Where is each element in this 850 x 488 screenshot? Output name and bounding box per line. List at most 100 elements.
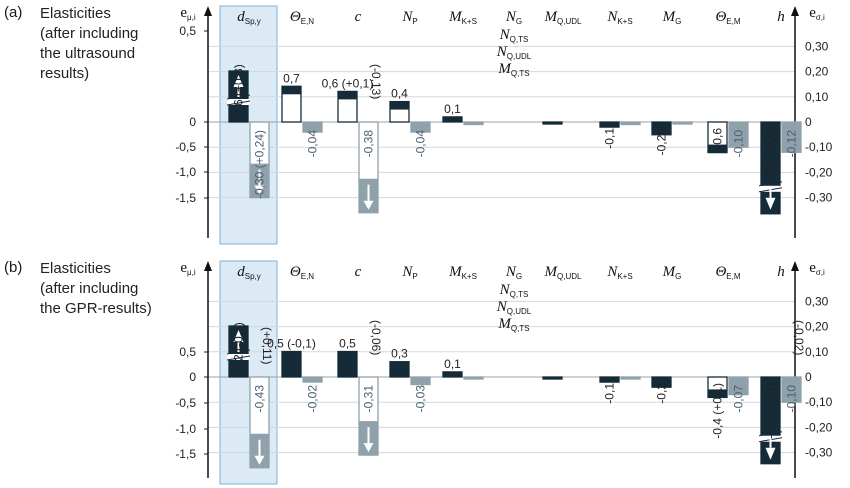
category-header: ΘE,N xyxy=(290,264,314,281)
category-header-stacked: NQ,UDL xyxy=(496,44,532,61)
bar-primary xyxy=(442,116,463,123)
value-label-secondary: -0,30 (+0,24) xyxy=(253,130,267,199)
annotation-label: (+0,11) xyxy=(260,327,274,364)
category-header: NG xyxy=(505,264,522,281)
value-label-primary: 2,6 (+0,3) xyxy=(232,64,246,116)
bar-primary xyxy=(281,350,302,378)
category-header-stacked: NQ,UDL xyxy=(496,299,532,316)
right-tick-label: 0,20 xyxy=(805,65,829,79)
axis-break-line xyxy=(758,181,783,187)
left-axis-arrow xyxy=(204,6,212,16)
panel-b-label: (b) xyxy=(4,259,23,276)
value-label-primary: 0,1 xyxy=(444,357,461,371)
bar-primary xyxy=(542,376,563,380)
right-tick-label: 0,30 xyxy=(805,294,829,308)
bar-primary-cap xyxy=(708,144,727,153)
axis-break-line xyxy=(758,431,783,437)
bar-secondary xyxy=(410,376,431,386)
bar-secondary xyxy=(620,121,641,126)
annotation-label: (-0,06) xyxy=(369,320,383,355)
left-tick-label: 0,5 xyxy=(179,24,196,38)
category-header: MQ,UDL xyxy=(544,264,583,281)
bar-primary xyxy=(651,376,672,388)
bar-primary xyxy=(599,121,620,128)
bar-primary-cap xyxy=(390,101,409,110)
left-tick-label: 0,5 xyxy=(179,345,196,359)
right-tick-label: -0,30 xyxy=(805,446,833,460)
overflow-arrow xyxy=(765,197,776,210)
value-label-primary: 0,6 (+0,1) xyxy=(322,76,374,90)
value-label-secondary: -0,10 xyxy=(732,130,746,158)
annotation-label: (-0,02) xyxy=(792,320,806,355)
bar-primary xyxy=(542,121,563,125)
value-label-secondary: -0,04 xyxy=(414,130,428,158)
bar-secondary xyxy=(620,376,641,380)
value-label-secondary: -0,02 xyxy=(306,385,320,413)
category-header: dSp,y xyxy=(237,9,261,26)
axis-break xyxy=(227,99,250,105)
category-header: NP xyxy=(401,9,417,26)
category-header: MQ,UDL xyxy=(544,9,583,26)
overflow-arrow xyxy=(765,447,776,460)
value-label-primary: -0,6 xyxy=(711,128,725,149)
panel-b-description: Elasticities (after including the GPR-re… xyxy=(40,259,230,319)
value-label-secondary: -0,31 xyxy=(362,385,376,413)
value-label-primary: -0,2 xyxy=(655,383,669,404)
right-tick-label: -0,10 xyxy=(805,140,833,154)
category-header: NK+S xyxy=(606,9,632,26)
category-header-stacked: MQ,TS xyxy=(497,61,529,78)
right-tick-label: 0,10 xyxy=(805,345,829,359)
left-tick-label: 0 xyxy=(189,370,196,384)
right-tick-label: -0,20 xyxy=(805,165,833,179)
value-label-secondary: -0,10 xyxy=(785,385,799,413)
left-tick-label: -0,5 xyxy=(175,140,196,154)
value-label-primary: -0,25 xyxy=(655,128,669,156)
bar-secondary-cap xyxy=(729,386,748,395)
left-tick-label: -1,0 xyxy=(175,165,196,179)
bar-primary-cap xyxy=(338,91,357,100)
value-label-primary: -0,4 (+0,1) xyxy=(711,383,725,439)
value-label-primary: 0,4 xyxy=(391,87,408,101)
panel-a-desc-line: (after including xyxy=(40,25,139,42)
left-tick-label: -1,0 xyxy=(175,422,196,436)
bar-secondary xyxy=(463,376,484,380)
bar-secondary xyxy=(302,121,323,133)
axis-break-line xyxy=(226,355,251,361)
category-header: NG xyxy=(505,9,522,26)
category-header-stacked: MQ,TS xyxy=(497,316,529,333)
value-label-primary: 0,1 xyxy=(444,102,461,116)
right-axis-title: eσ,i xyxy=(809,260,825,277)
panel-a-desc-line: the ultrasound xyxy=(40,45,136,62)
overflow-arrow xyxy=(254,185,265,195)
category-header: c xyxy=(355,264,362,280)
bar-secondary xyxy=(672,121,693,125)
overflow-arrow xyxy=(363,200,374,210)
category-header-stacked: NQ,TS xyxy=(499,27,529,44)
value-label-primary: 0,5 (-0,1) xyxy=(267,337,316,351)
bar-secondary-cap xyxy=(782,144,801,153)
right-tick-label: 0,20 xyxy=(805,320,829,334)
right-tick-label: 0,30 xyxy=(805,39,829,53)
bar-secondary-cap xyxy=(729,139,748,148)
overflow-arrow xyxy=(363,443,374,453)
left-tick-label: -1,5 xyxy=(175,447,196,461)
value-label-secondary: -0,12 xyxy=(785,130,799,158)
right-tick-label: -0,10 xyxy=(805,395,833,409)
category-header: h xyxy=(777,264,785,280)
category-header: NP xyxy=(401,264,417,281)
value-label-primary: -2,2 (-0,4) xyxy=(764,128,778,181)
bar-secondary-cap xyxy=(782,394,801,403)
value-label-primary: 0,7 xyxy=(283,71,300,85)
value-label-primary: -0,1 xyxy=(603,383,617,404)
category-header: c xyxy=(355,9,362,25)
bar-primary xyxy=(442,371,463,378)
right-tick-label: 0 xyxy=(805,115,812,129)
left-tick-label: -0,5 xyxy=(175,396,196,410)
value-label-primary: 0,3 xyxy=(391,347,408,361)
value-label-secondary: -0,03 xyxy=(414,385,428,413)
category-header: ΘE,M xyxy=(715,9,740,26)
category-header: MG xyxy=(662,264,682,281)
left-axis-title: eμ,i xyxy=(180,260,196,277)
value-label-primary: -0,1 xyxy=(603,128,617,149)
